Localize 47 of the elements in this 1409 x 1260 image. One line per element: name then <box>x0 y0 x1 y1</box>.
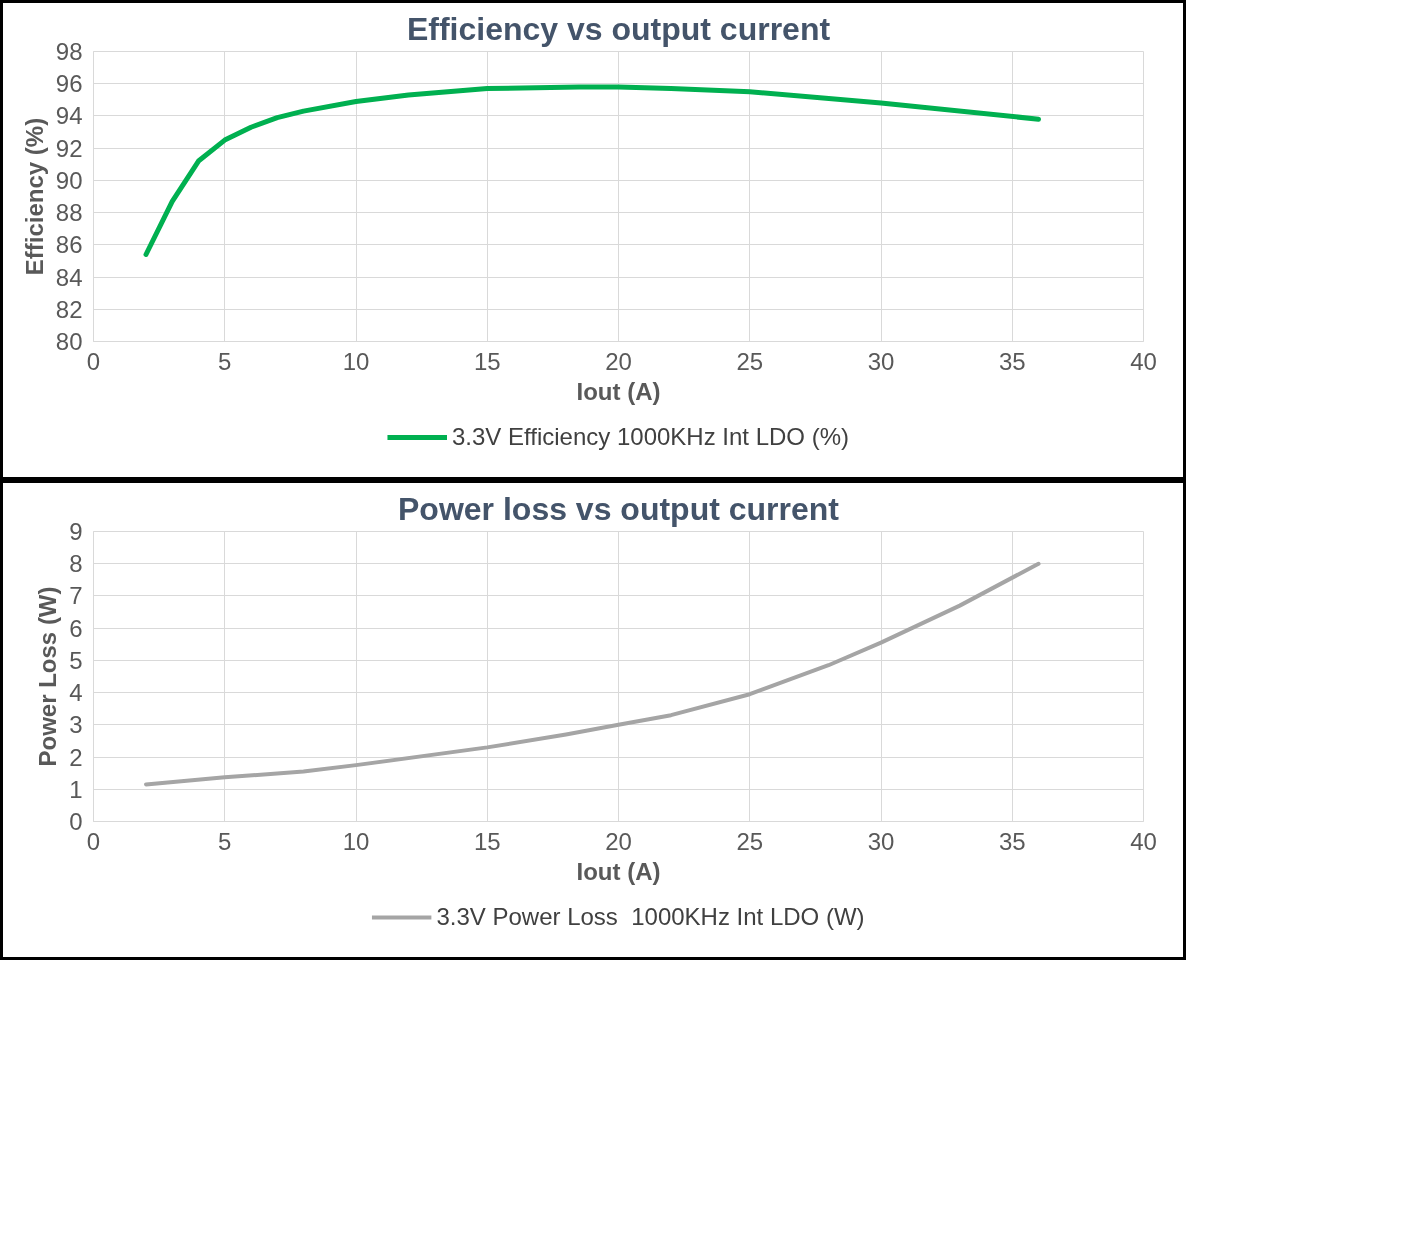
legend-label: 3.3V Power Loss 1000KHz Int LDO (W) <box>436 903 865 931</box>
x-tick-label: 20 <box>605 827 632 855</box>
y-tick-label: 96 <box>55 70 83 98</box>
y-tick-label: 9 <box>69 518 83 545</box>
y-tick-label: 82 <box>55 295 83 323</box>
y-tick-label: 90 <box>55 166 83 194</box>
y-tick-label: 3 <box>69 711 83 739</box>
x-tick-label: 10 <box>342 827 370 855</box>
line-series <box>144 561 1041 787</box>
x-tick-label: 30 <box>867 347 895 375</box>
x-tick-label: 30 <box>867 827 895 855</box>
y-tick-label: 84 <box>55 263 83 291</box>
y-tick-label: 6 <box>69 614 83 642</box>
x-tick-label: 40 <box>1130 827 1157 855</box>
y-tick-label: 8 <box>69 550 83 578</box>
x-tick-label: 15 <box>473 347 501 375</box>
y-tick-label: 2 <box>69 743 83 771</box>
y-tick-label: 86 <box>55 231 83 259</box>
y-axis-title: Efficiency (%) <box>20 117 48 276</box>
y-tick-label: 7 <box>69 582 83 610</box>
x-tick-label: 10 <box>342 347 370 375</box>
x-tick-label: 15 <box>473 827 501 855</box>
x-tick-label: 40 <box>1130 347 1157 375</box>
chart-title: Power loss vs output current <box>398 490 840 527</box>
x-tick-label: 35 <box>998 347 1026 375</box>
x-tick-label: 25 <box>736 347 764 375</box>
y-tick-label: 98 <box>55 38 83 65</box>
x-tick-label: 20 <box>605 347 632 375</box>
y-axis-title: Power Loss (W) <box>34 586 62 767</box>
x-tick-label: 0 <box>86 347 101 375</box>
y-tick-label: 88 <box>55 199 83 227</box>
x-tick-label: 5 <box>218 827 232 855</box>
y-tick-label: 80 <box>55 328 83 355</box>
y-tick-label: 4 <box>69 679 83 707</box>
y-tick-label: 5 <box>69 646 83 674</box>
y-tick-label: 92 <box>55 134 83 162</box>
x-tick-label: 0 <box>86 827 101 855</box>
chart-title: Efficiency vs output current <box>406 10 831 47</box>
x-tick-label: 25 <box>736 827 764 855</box>
y-tick-label: 1 <box>69 775 83 803</box>
y-tick-label: 94 <box>55 102 83 130</box>
legend-label: 3.3V Efficiency 1000KHz Int LDO (%) <box>451 423 850 451</box>
x-axis-title: Iout (A) <box>576 377 661 405</box>
x-tick-label: 5 <box>218 347 232 375</box>
x-axis-title: Iout (A) <box>576 857 661 885</box>
x-tick-label: 35 <box>998 827 1026 855</box>
y-tick-label: 0 <box>69 808 83 835</box>
